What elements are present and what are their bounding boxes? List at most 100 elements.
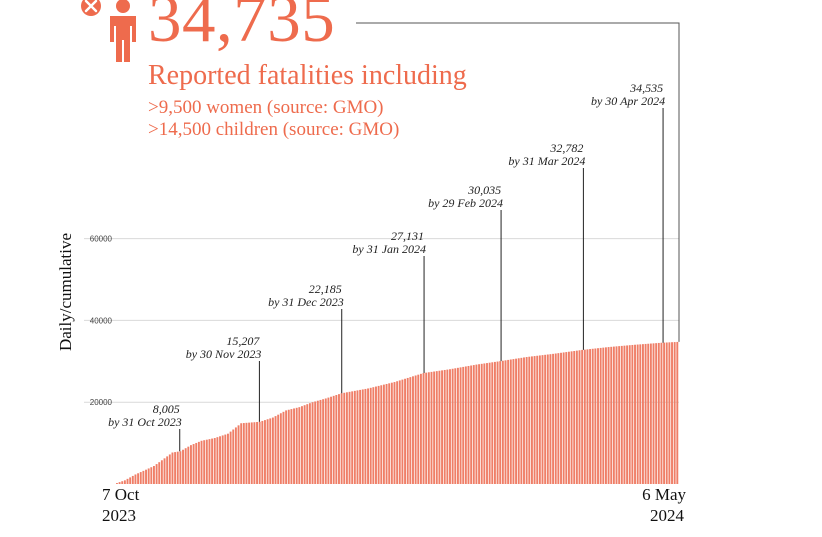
bar (623, 345, 626, 484)
bar (594, 348, 597, 484)
bar (644, 343, 647, 484)
bar (512, 359, 515, 484)
bar (620, 345, 623, 484)
annotation-value: 15,207 (226, 334, 260, 348)
bar (615, 346, 618, 484)
bar (197, 441, 200, 484)
bar (626, 345, 629, 484)
bar (118, 482, 121, 484)
bar (602, 347, 605, 484)
bar (301, 406, 303, 484)
bar (356, 390, 359, 484)
bar (171, 452, 174, 484)
bar (483, 363, 486, 484)
bar (610, 346, 613, 484)
bar (470, 365, 473, 484)
bar (597, 348, 599, 484)
bar (414, 375, 417, 484)
bar (581, 349, 584, 484)
bar (501, 360, 504, 484)
bar (203, 440, 206, 484)
bar (335, 394, 338, 484)
bar (330, 396, 332, 484)
bar (589, 349, 592, 484)
annotation-value: 30,035 (467, 183, 501, 197)
bar (478, 364, 481, 484)
person-figure-icon (110, 0, 136, 62)
bar (390, 382, 393, 484)
bar (491, 362, 494, 484)
bar (578, 350, 581, 484)
bar (456, 367, 459, 484)
bar (116, 483, 118, 484)
bar (533, 356, 536, 484)
bar (655, 343, 658, 484)
bar (274, 416, 277, 484)
bar (353, 390, 356, 484)
bar (528, 356, 531, 484)
bar (599, 347, 602, 484)
bar (472, 365, 475, 484)
bar (258, 421, 261, 484)
bar (176, 451, 179, 484)
bar (449, 369, 451, 484)
bar (586, 349, 589, 484)
bar (427, 372, 430, 484)
bar (417, 374, 420, 484)
bar (657, 342, 660, 484)
bar (464, 366, 467, 484)
y-tick-label: 60000 (90, 235, 113, 244)
bar (211, 438, 214, 484)
bar (131, 475, 134, 484)
x-end-label: 6 May (642, 485, 686, 504)
bar (673, 342, 676, 484)
bar (509, 359, 512, 484)
annotation-date: by 29 Feb 2024 (428, 196, 503, 210)
bar (565, 352, 568, 484)
bar (158, 462, 161, 484)
y-axis-label: Daily/cumulative (56, 233, 75, 351)
bar (303, 405, 306, 484)
bar (493, 361, 496, 484)
bar (628, 345, 631, 484)
bar (676, 341, 679, 484)
bar (184, 448, 187, 484)
bar (277, 414, 280, 484)
bar (348, 391, 351, 484)
bar (372, 387, 375, 484)
close-circle-icon[interactable] (81, 0, 101, 16)
bar (422, 373, 425, 484)
bar (237, 425, 240, 484)
bar (451, 368, 454, 484)
bar (607, 347, 610, 484)
bar (142, 470, 145, 484)
bar (435, 371, 438, 484)
bar (240, 423, 243, 484)
bar (546, 354, 549, 484)
bar (168, 454, 171, 484)
bar (359, 389, 362, 484)
bar (279, 413, 282, 484)
bar (129, 477, 132, 484)
bar (293, 408, 295, 484)
total-connector-line (356, 22, 680, 342)
bar (462, 366, 465, 484)
bar (187, 446, 190, 484)
annotation-date: by 31 Dec 2023 (268, 295, 344, 309)
annotation-date: by 31 Mar 2024 (508, 154, 585, 168)
children-note: >14,500 children (source: GMO) (148, 119, 400, 140)
bar (467, 365, 470, 484)
bar (538, 355, 541, 484)
bar (264, 420, 266, 484)
x-start-label: 7 Oct (102, 485, 140, 504)
bar (327, 397, 330, 484)
bar (541, 355, 544, 484)
bar (221, 435, 224, 484)
x-end-year: 2024 (650, 506, 685, 525)
bar (671, 342, 673, 484)
x-start-year: 2023 (102, 506, 136, 525)
bar (639, 344, 642, 484)
bar (343, 392, 346, 484)
bar (367, 388, 369, 484)
